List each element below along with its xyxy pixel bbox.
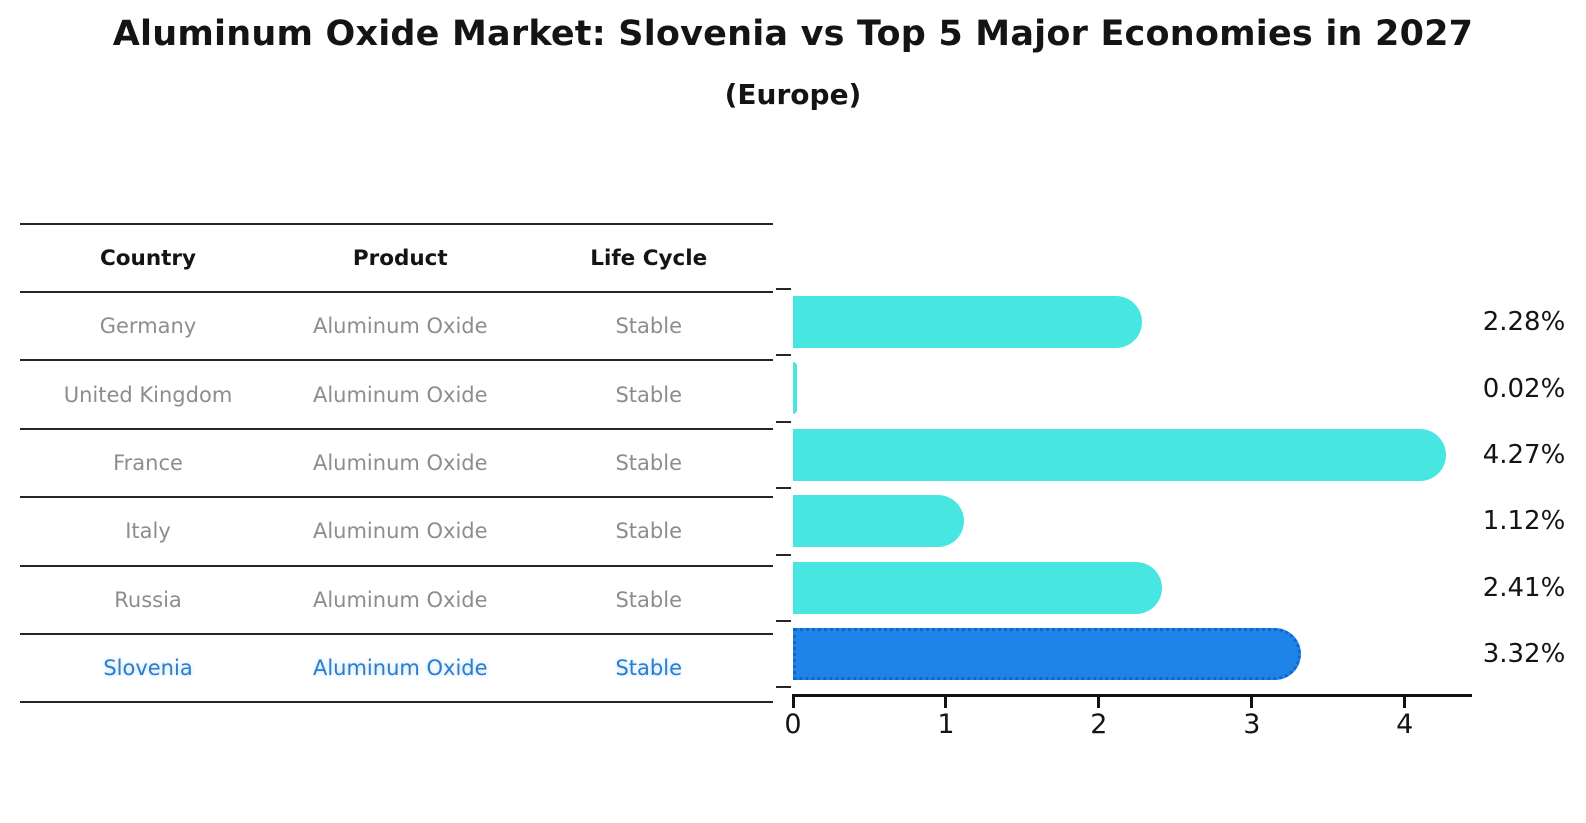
header-cell-life-cycle: Life Cycle [590, 245, 708, 271]
cell-life-cycle: Stable [615, 656, 682, 681]
cell-country: Italy [125, 519, 171, 544]
value-label: 2.28% [1482, 307, 1566, 338]
y-axis-tick [776, 553, 791, 556]
bar-row [793, 555, 1472, 621]
bar-russia [793, 561, 1162, 614]
table-header-row: Country Product Life Cycle [20, 223, 773, 291]
page-title: Aluminum Oxide Market: Slovenia vs Top 5… [112, 14, 1474, 54]
table-row: United Kingdom Aluminum Oxide Stable [20, 359, 773, 427]
y-axis-tick [776, 420, 791, 423]
cell-life-cycle: Stable [615, 450, 682, 475]
cell-product: Aluminum Oxide [312, 450, 488, 475]
cell-country: France [113, 450, 183, 475]
table-row: Russia Aluminum Oxide Stable [20, 564, 773, 633]
bar-row [793, 289, 1472, 355]
x-tick-label: 4 [1396, 709, 1414, 740]
cell-product: Aluminum Oxide [312, 382, 488, 407]
bar-france [793, 428, 1446, 481]
cell-life-cycle: Stable [615, 382, 682, 407]
cell-country: Germany [99, 314, 197, 339]
cell-country: United Kingdom [63, 382, 233, 407]
value-label: 0.02% [1482, 373, 1566, 404]
value-label: 2.41% [1482, 572, 1566, 603]
bar-united-kingdom [793, 362, 797, 415]
tick-mark [944, 697, 948, 708]
cell-product: Aluminum Oxide [312, 587, 488, 612]
header-cell-product: Product [352, 245, 448, 271]
value-label: 1.12% [1482, 506, 1566, 537]
y-axis-tick [776, 487, 791, 490]
tick-mark [1097, 697, 1101, 708]
bar-italy [793, 495, 965, 548]
bar-row [793, 621, 1472, 687]
value-label: 3.32% [1482, 639, 1566, 670]
bar-row [793, 355, 1472, 421]
cell-life-cycle: Stable [615, 587, 682, 612]
bar-slovenia-highlighted [793, 628, 1301, 680]
y-axis-tick [776, 354, 791, 357]
cell-product: Aluminum Oxide [312, 519, 488, 544]
x-tick-label: 3 [1243, 709, 1261, 740]
table-row: Italy Aluminum Oxide Stable [20, 496, 773, 564]
y-axis-tick [776, 288, 791, 290]
tick-mark [791, 697, 795, 708]
bar-germany [793, 296, 1142, 348]
value-label: 4.27% [1482, 439, 1566, 470]
cell-country: Russia [114, 587, 182, 612]
tick-mark [1403, 697, 1407, 708]
data-table: Country Product Life Cycle Germany Alumi… [20, 223, 773, 704]
y-axis-tick [776, 686, 791, 689]
bar-row [793, 488, 1472, 554]
x-axis-line [792, 694, 1472, 697]
y-axis-tick [776, 620, 791, 622]
bar-row [793, 422, 1472, 488]
table-row: France Aluminum Oxide Stable [20, 427, 773, 496]
cell-life-cycle: Stable [615, 519, 682, 544]
page-subtitle: (Europe) [724, 78, 862, 111]
header-cell-country: Country [99, 245, 197, 271]
cell-life-cycle: Stable [615, 314, 682, 339]
x-tick-label: 0 [784, 709, 802, 740]
tick-mark [1250, 697, 1254, 708]
cell-product: Aluminum Oxide [312, 656, 488, 681]
cell-country: Slovenia [103, 656, 193, 681]
table-row: Germany Aluminum Oxide Stable [20, 291, 773, 359]
x-tick-label: 1 [937, 709, 955, 740]
cell-product: Aluminum Oxide [312, 314, 488, 339]
table-row-highlighted: Slovenia Aluminum Oxide Stable [20, 632, 773, 704]
x-tick-label: 2 [1090, 709, 1108, 740]
